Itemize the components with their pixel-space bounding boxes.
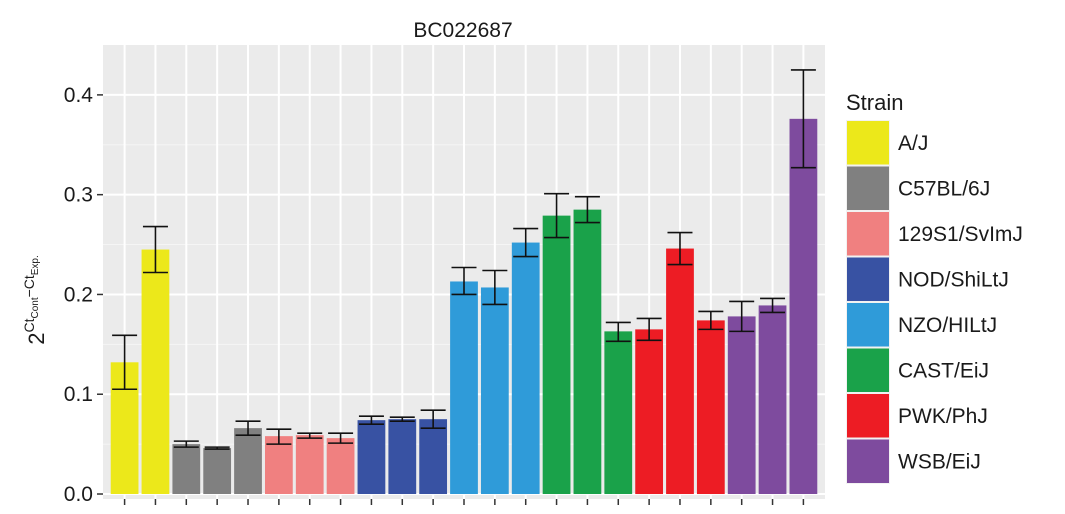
- legend-swatch: [847, 212, 889, 256]
- bar: [326, 438, 355, 495]
- bars: [110, 118, 818, 495]
- y-axis-label-exp-op: −: [21, 289, 37, 297]
- bar: [758, 305, 787, 495]
- legend-swatch: [847, 121, 889, 165]
- bar: [480, 287, 509, 495]
- legend-label: WSB/EiJ: [898, 450, 981, 473]
- legend-swatch: [847, 348, 889, 392]
- bar: [172, 444, 201, 495]
- legend-swatch: [847, 257, 889, 301]
- bar: [542, 215, 571, 495]
- error-bars: [112, 69, 816, 450]
- legend-label: PWK/PhJ: [898, 405, 988, 428]
- y-axis-label: 2CtCont−CtExp.: [21, 255, 49, 345]
- y-tick-label: 0.0: [64, 483, 93, 506]
- bar: [295, 435, 324, 495]
- legend-swatch: [847, 439, 889, 483]
- bar: [450, 281, 478, 495]
- legend: Strain A/J C57BL/6J 129S1/SvImJ NOD/ShiLtJ N…: [846, 90, 1023, 484]
- bar: [203, 448, 232, 495]
- chart-title: BC022687: [413, 19, 512, 42]
- bar: [264, 436, 293, 495]
- legend-label: A/J: [898, 132, 928, 155]
- x-axis: [123, 499, 805, 505]
- bar: [789, 118, 818, 495]
- bar: [234, 428, 262, 495]
- legend-label: NOD/ShiLtJ: [898, 268, 1009, 291]
- bar: [511, 242, 540, 495]
- y-tick-label: 0.4: [64, 84, 94, 107]
- bar: [419, 419, 448, 495]
- legend-label: C57BL/6J: [898, 177, 990, 200]
- legend-label: 129S1/SvImJ: [898, 223, 1023, 246]
- bar: [604, 331, 633, 495]
- y-axis-label-exp-a: Ct: [21, 318, 37, 332]
- y-axis: 0.0 0.1 0.2 0.3 0.4: [64, 84, 103, 506]
- bar: [573, 209, 602, 495]
- bar: [388, 419, 417, 495]
- svg-text:2CtCont−CtExp.: 2CtCont−CtExp.: [21, 255, 49, 345]
- bar: [727, 316, 756, 495]
- y-tick-label: 0.2: [64, 283, 93, 306]
- bar: [696, 320, 725, 495]
- legend-label: CAST/EiJ: [898, 359, 989, 382]
- legend-swatch: [847, 166, 889, 210]
- bar: [635, 329, 664, 495]
- legend-label: NZO/HILtJ: [898, 314, 997, 337]
- y-axis-label-base: 2: [24, 333, 49, 345]
- bar: [666, 248, 694, 495]
- legend-title: Strain: [846, 90, 903, 115]
- y-tick-label: 0.1: [64, 383, 93, 406]
- legend-items: A/J C57BL/6J 129S1/SvImJ NOD/ShiLtJ NZO/HILt…: [846, 120, 1023, 484]
- y-tick-label: 0.3: [64, 184, 93, 207]
- bar: [141, 249, 170, 495]
- y-axis-label-exp-b: Ct: [21, 275, 37, 289]
- legend-swatch: [847, 394, 889, 438]
- y-axis-label-exp-a-sub: Cont: [30, 297, 41, 318]
- y-axis-label-exp-b-sub: Exp.: [30, 255, 41, 275]
- legend-swatch: [847, 303, 889, 347]
- bar: [357, 420, 386, 495]
